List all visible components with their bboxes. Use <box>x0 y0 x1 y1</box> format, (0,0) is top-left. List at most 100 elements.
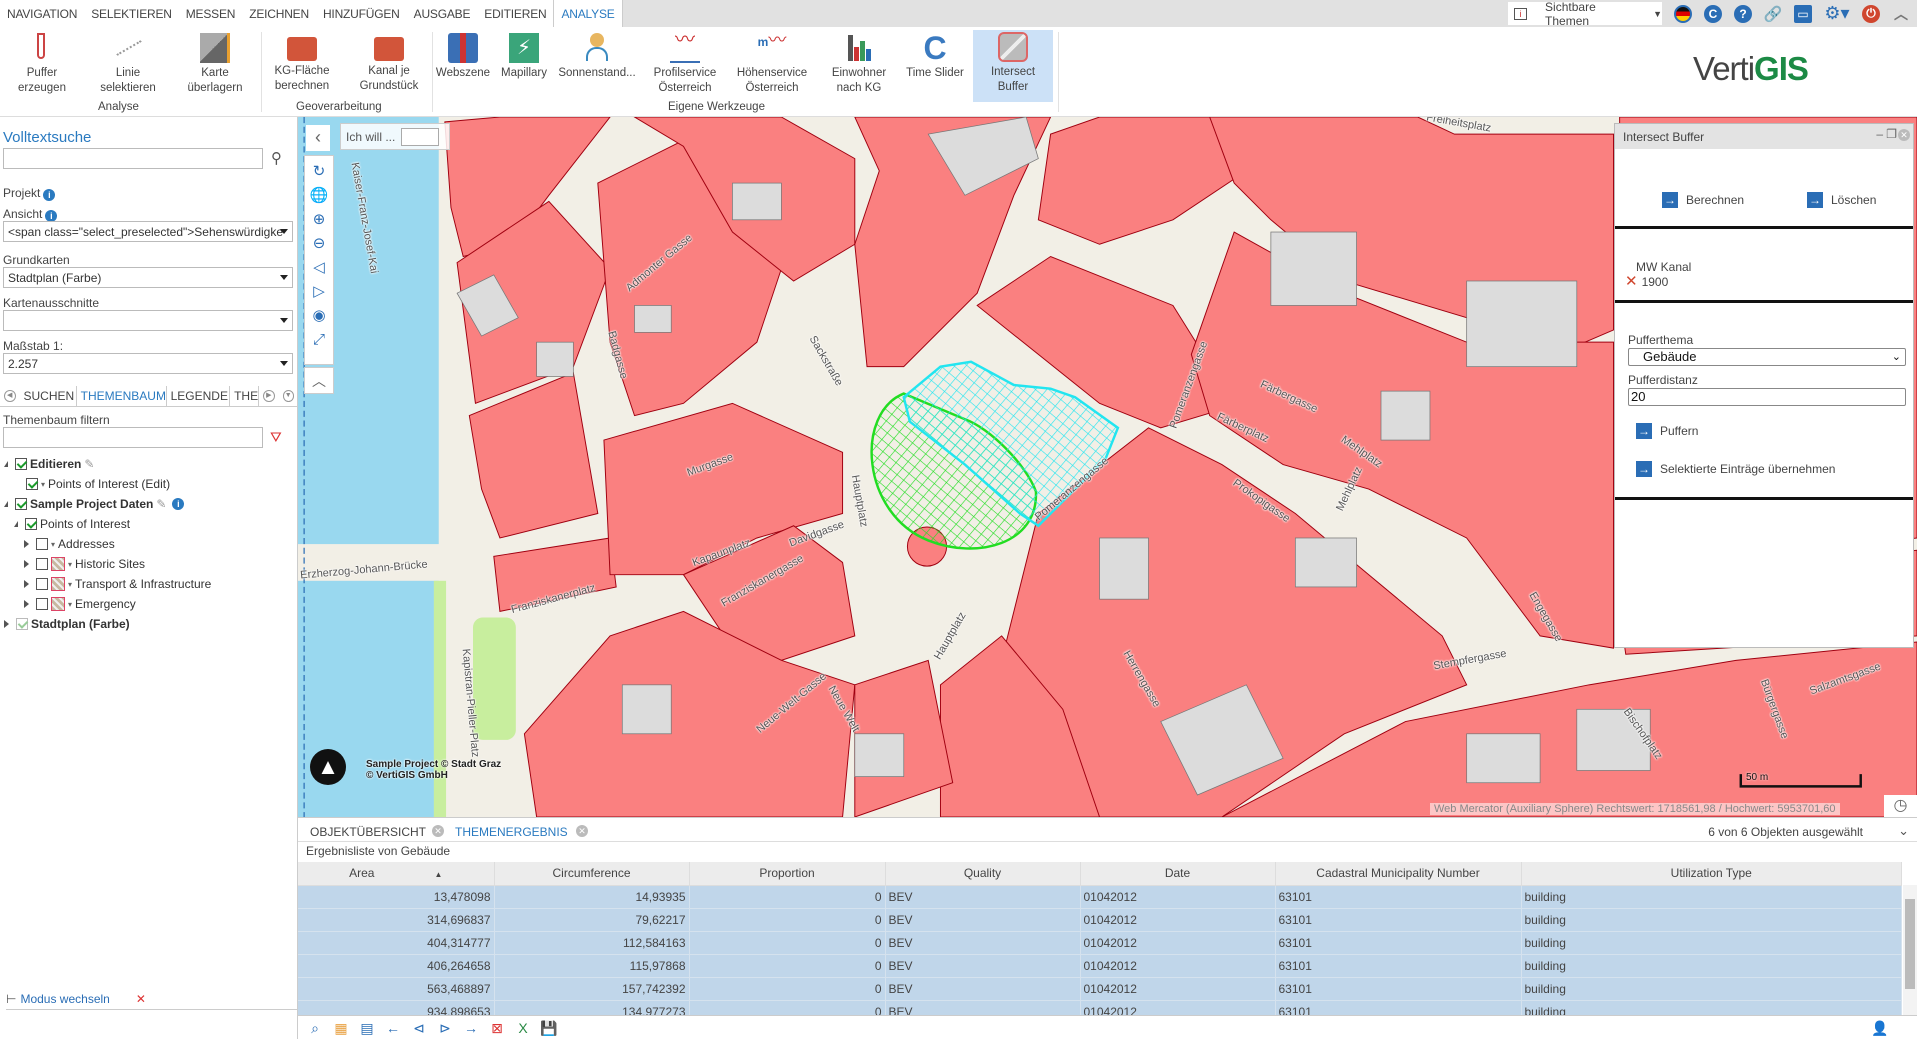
sonnenstand-button[interactable]: Sonnenstand... <box>556 31 638 101</box>
column-header-area[interactable]: Area ▲ <box>298 862 495 886</box>
user-icon[interactable]: 👤 <box>1871 1019 1889 1036</box>
close-tab-icon[interactable]: ✕ <box>432 825 444 837</box>
expand-icon[interactable] <box>24 560 29 568</box>
column-header-proportion[interactable]: Proportion <box>689 862 886 886</box>
intersect-buffer-button[interactable]: Intersect Buffer <box>973 30 1053 102</box>
restore-icon[interactable]: ❐ <box>1886 127 1897 141</box>
save-icon[interactable]: ▭ <box>1794 4 1812 23</box>
tree-item-editieren[interactable]: Editieren ✎ <box>4 457 94 471</box>
full-extent-icon[interactable]: ⤢ <box>312 331 325 348</box>
themenbaum-filter-input[interactable] <box>3 427 263 448</box>
mapillary-button[interactable]: ⚡ Mapillary <box>496 31 552 101</box>
column-header-quality[interactable]: Quality <box>885 862 1081 886</box>
column-header-utilization[interactable]: Utilization Type <box>1521 862 1902 886</box>
tab-editieren[interactable]: EDITIEREN <box>484 7 547 21</box>
checkbox[interactable] <box>25 518 37 530</box>
search-icon[interactable]: ⚲ <box>271 150 282 167</box>
ich-will-input[interactable] <box>401 127 440 146</box>
tab-objektuebersicht[interactable]: OBJEKTÜBERSICHT <box>310 825 427 839</box>
link-icon[interactable]: 🔗 <box>1763 5 1783 23</box>
tab-navigation[interactable]: NAVIGATION <box>7 7 78 21</box>
collapse-results-icon[interactable]: ⌄ <box>1898 823 1909 838</box>
tabs-menu-icon[interactable]: ▼ <box>282 390 295 402</box>
tab-themenergebnis[interactable]: THEMENERGEBNIS <box>455 825 568 839</box>
zoom-previous-icon[interactable]: ◁ <box>313 259 325 276</box>
tree-item-sample-project-daten[interactable]: Sample Project Daten ✎ i <box>4 497 185 511</box>
kartenausschnitte-select[interactable] <box>3 310 293 331</box>
einwohner-button[interactable]: Einwohner nach KG <box>826 31 892 101</box>
puffer-erzeugen-button[interactable]: Puffer erzeugen <box>12 31 72 101</box>
refresh-icon[interactable]: ↻ <box>312 163 326 180</box>
karte-ueberlagern-button[interactable]: Karte überlagern <box>184 31 246 101</box>
table-row[interactable]: 404,314777 112,584163 0 BEV 01042012 63101 bui… <box>298 931 1902 955</box>
close-icon[interactable]: ✕ <box>1898 129 1910 141</box>
tab-ausgabe[interactable]: AUSGABE <box>413 7 471 21</box>
checkbox[interactable] <box>15 498 27 510</box>
checkbox[interactable] <box>26 478 38 490</box>
tree-item-historic-sites[interactable]: ▾ Historic Sites <box>24 557 145 571</box>
close-tab-icon[interactable]: ✕ <box>576 825 588 837</box>
table-zoom-icon[interactable]: ⌕ <box>311 1019 319 1036</box>
column-header-circumference[interactable]: Circumference <box>494 862 690 886</box>
webszene-button[interactable]: Webszene <box>434 31 492 101</box>
table-row[interactable]: 934,898653 134,977273 0 BEV 01042012 63101 bui… <box>298 1000 1902 1016</box>
info-icon[interactable]: i <box>45 210 58 222</box>
scrollbar-thumb[interactable] <box>1905 899 1915 989</box>
checkbox[interactable] <box>15 458 27 470</box>
tab-themenbaum[interactable]: THEMENBAUM <box>77 385 167 407</box>
clear-filter-icon[interactable]: ⛛ <box>270 429 282 445</box>
expand-icon[interactable] <box>24 600 29 608</box>
collapse-up-icon[interactable]: ︿ <box>1894 5 1908 22</box>
profilservice-button[interactable]: 〰 Profilservice Österreich <box>648 30 722 101</box>
tree-item-points-of-interest[interactable]: Points of Interest <box>14 517 130 531</box>
zoom-in-icon[interactable]: ⊕ <box>312 211 326 228</box>
tab-selektieren[interactable]: SELEKTIEREN <box>91 7 172 21</box>
tab-suchen[interactable]: SUCHEN <box>20 385 77 407</box>
zoom-next-icon[interactable]: ▷ <box>313 283 325 300</box>
collapse-panel-button[interactable]: ‹ <box>306 125 330 151</box>
help-icon[interactable]: ? <box>1734 4 1752 23</box>
table-image-icon[interactable]: ▤ <box>360 1019 374 1036</box>
time-slider-button[interactable]: C Time Slider <box>900 31 970 101</box>
remove-overlay-icon[interactable]: ✕ <box>135 992 146 1006</box>
tree-item-addresses[interactable]: ▾ Addresses <box>24 537 115 551</box>
tab-themen[interactable]: THEMEN <box>230 385 260 407</box>
expand-icon[interactable] <box>4 620 9 628</box>
checkbox[interactable] <box>36 578 48 590</box>
table-icon[interactable]: ▦ <box>334 1019 348 1036</box>
tree-item-stadtplan[interactable]: Stadtplan (Farbe) <box>4 617 130 631</box>
globe-icon[interactable]: 🌐 <box>309 187 329 204</box>
info-icon[interactable]: i <box>172 498 185 510</box>
kg-flaeche-button[interactable]: KG-Fläche berechnen <box>270 31 334 101</box>
checkbox[interactable] <box>36 538 48 550</box>
scroll-right-icon[interactable]: ▶ <box>263 390 275 402</box>
zoom-previous-icon[interactable]: ⊲ <box>413 1019 425 1036</box>
tab-messen[interactable]: MESSEN <box>185 7 236 21</box>
save-icon[interactable]: 💾 <box>540 1019 558 1036</box>
arrow-right-icon[interactable]: → <box>464 1019 478 1036</box>
tab-hinzufuegen[interactable]: HINZUFÜGEN <box>322 7 400 21</box>
mode-switch-button[interactable]: ⊢ Modus wechseln ✕ <box>6 992 298 1010</box>
remove-feature-icon[interactable]: ✕ <box>1625 273 1638 290</box>
linie-selektieren-button[interactable]: Linie selektieren <box>95 31 161 101</box>
checkbox[interactable] <box>16 618 28 630</box>
ansicht-select[interactable]: <span class="select_preselected">Sehensw… <box>3 221 293 242</box>
clear-selection-icon[interactable]: ⊠ <box>491 1019 503 1036</box>
massstab-select[interactable]: 2.257 <box>3 353 293 374</box>
arrow-left-icon[interactable]: ← <box>386 1019 400 1036</box>
minimize-icon[interactable]: – <box>1876 127 1883 141</box>
zoom-next-icon[interactable]: ⊳ <box>439 1019 451 1036</box>
loeschen-button[interactable]: → Löschen <box>1807 192 1876 208</box>
expand-icon[interactable] <box>14 521 18 527</box>
tab-analyse[interactable]: ANALYSE <box>553 0 623 27</box>
tree-item-poi-edit[interactable]: ▾ Points of Interest (Edit) <box>26 477 170 491</box>
pufferdistanz-input[interactable]: 20 <box>1628 388 1906 406</box>
scroll-left-icon[interactable]: ◀ <box>4 390 16 402</box>
pufferthema-select[interactable]: Gebäude ⌄ <box>1628 348 1906 366</box>
clock-icon[interactable]: ◷ <box>1884 795 1917 817</box>
collapse-toolbar-button[interactable]: ︿ <box>304 367 334 394</box>
settings-icon[interactable]: ⚙▾ <box>1824 3 1850 23</box>
grundkarten-select[interactable]: Stadtplan (Farbe) <box>3 267 293 288</box>
tree-item-transport[interactable]: ▾ Transport & Infrastructure <box>24 577 211 591</box>
power-icon[interactable]: ⏻ <box>1862 4 1880 23</box>
